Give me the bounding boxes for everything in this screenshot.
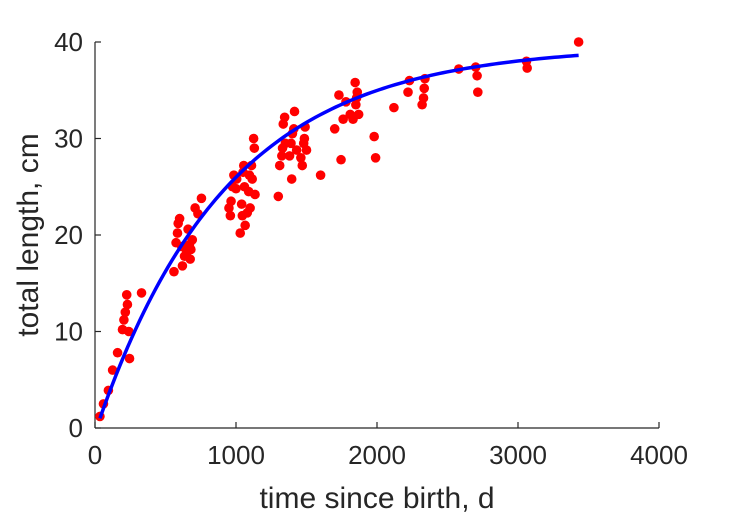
- x-axis-label: time since birth, d: [259, 482, 494, 515]
- data-point: [124, 353, 135, 364]
- data-point: [370, 153, 381, 163]
- data-point: [249, 143, 260, 153]
- y-tick-label: 10: [54, 317, 83, 347]
- data-point: [240, 220, 250, 231]
- data-point: [169, 266, 179, 277]
- data-point: [352, 87, 363, 97]
- data-point: [112, 347, 123, 358]
- data-point: [296, 153, 306, 163]
- data-point: [247, 174, 258, 184]
- y-tick-label: 30: [54, 124, 83, 154]
- data-point: [120, 307, 131, 318]
- data-point: [107, 365, 118, 375]
- y-ticks: 0 10 20 30 40: [54, 27, 101, 443]
- data-point: [338, 114, 348, 124]
- x-tick-label: 3000: [489, 440, 547, 470]
- data-point: [187, 235, 198, 245]
- data-point: [248, 133, 259, 144]
- data-point: [196, 193, 207, 204]
- data-point: [418, 93, 429, 103]
- data-point: [286, 138, 296, 149]
- data-point: [122, 299, 133, 310]
- data-point: [273, 191, 284, 202]
- data-point: [279, 112, 290, 123]
- data-point: [289, 106, 300, 117]
- data-point: [236, 199, 247, 209]
- data-point: [274, 160, 285, 171]
- data-point: [235, 228, 246, 238]
- x-tick-label: 4000: [630, 440, 688, 470]
- scatter-points: [95, 37, 584, 422]
- data-point: [350, 77, 360, 88]
- data-point: [286, 174, 297, 184]
- data-point: [174, 213, 185, 224]
- data-point: [172, 228, 183, 238]
- y-tick-label: 40: [54, 27, 83, 57]
- data-point: [284, 151, 295, 161]
- data-point: [473, 87, 483, 97]
- data-point: [231, 183, 241, 194]
- data-point: [329, 124, 340, 134]
- y-tick-label: 20: [54, 220, 83, 250]
- data-point: [297, 160, 308, 171]
- data-point: [245, 203, 255, 213]
- x-tick-label: 2000: [348, 440, 406, 470]
- x-tick-label: 0: [88, 440, 102, 470]
- data-point: [277, 151, 287, 161]
- data-point: [403, 87, 413, 97]
- data-point: [177, 261, 188, 271]
- x-tick-label: 1000: [207, 440, 265, 470]
- data-point: [573, 37, 584, 47]
- data-point: [119, 315, 129, 325]
- data-point: [124, 326, 134, 337]
- data-point: [186, 244, 196, 255]
- data-point: [299, 133, 310, 144]
- data-point: [419, 83, 430, 94]
- data-point: [291, 145, 302, 155]
- data-point: [389, 102, 399, 113]
- data-point: [472, 70, 482, 81]
- data-point: [315, 170, 326, 180]
- fit-curve: [98, 53, 579, 419]
- data-point: [185, 254, 195, 264]
- data-point: [336, 154, 346, 165]
- data-point: [334, 90, 344, 100]
- data-point: [522, 63, 532, 73]
- x-ticks: 0 1000 2000 3000 4000: [88, 422, 688, 470]
- data-point: [136, 288, 147, 298]
- data-point: [369, 131, 379, 142]
- data-point: [353, 109, 364, 120]
- data-point: [226, 196, 236, 207]
- data-point: [121, 290, 132, 300]
- data-point: [301, 145, 312, 155]
- y-axis-label: total length, cm: [12, 133, 45, 336]
- data-point: [250, 189, 260, 200]
- y-tick-label: 0: [69, 413, 83, 443]
- data-point: [225, 210, 236, 221]
- axes: 0 1000 2000 3000 4000 0 10 20 30 40: [54, 27, 688, 470]
